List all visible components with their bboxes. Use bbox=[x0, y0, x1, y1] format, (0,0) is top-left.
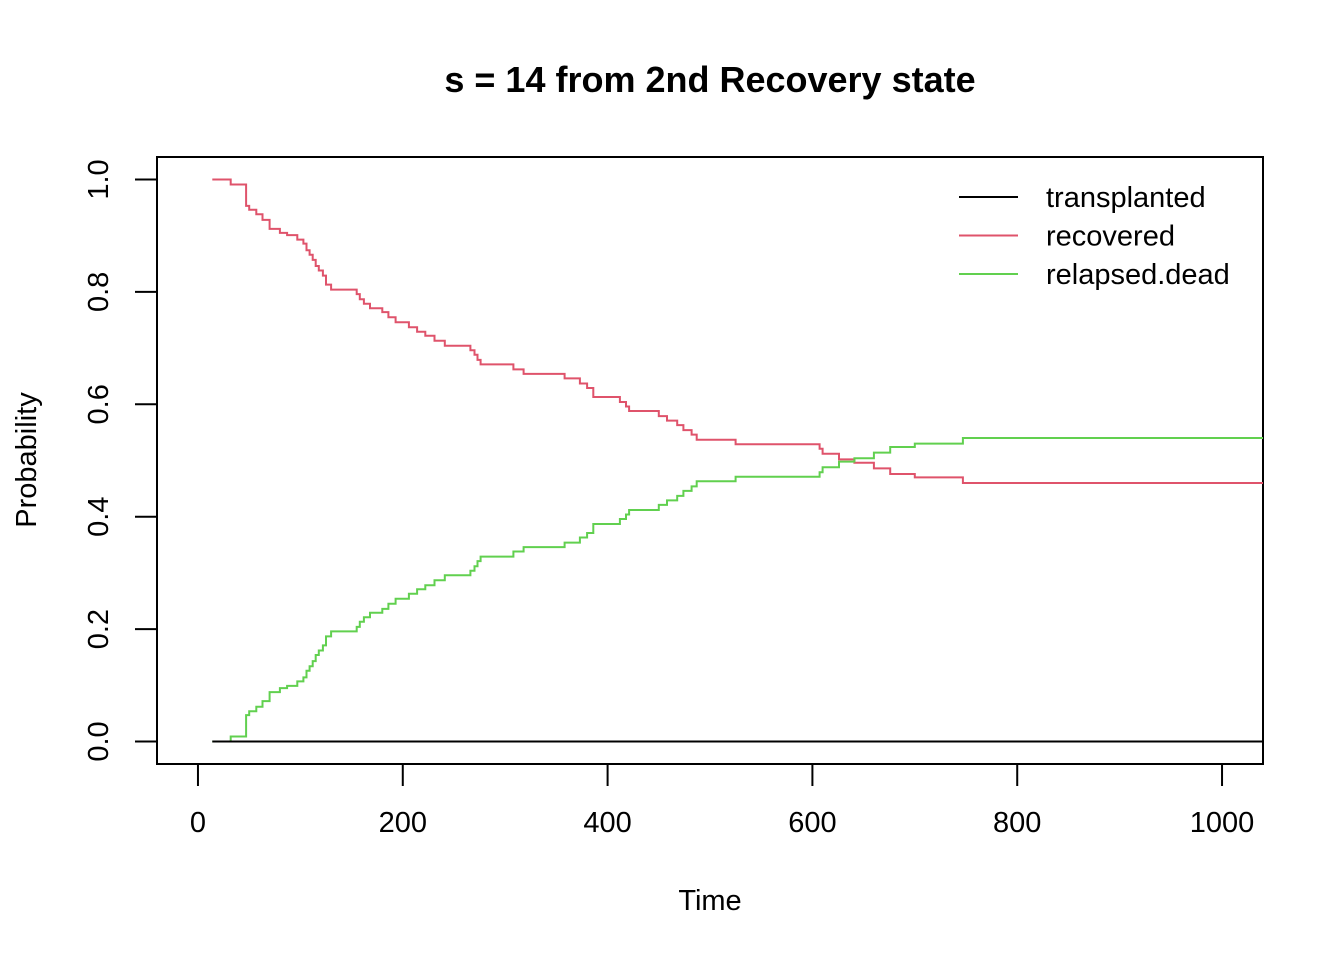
x-tick-label: 800 bbox=[993, 807, 1041, 839]
x-tick-label: 600 bbox=[788, 807, 836, 839]
y-tick-label: 1.0 bbox=[83, 159, 115, 199]
y-axis: 0.0 0.2 0.4 0.6 0.8 1.0 bbox=[83, 159, 158, 762]
x-tick-label: 400 bbox=[583, 807, 631, 839]
x-tick-label: 1000 bbox=[1190, 807, 1255, 839]
series-line-recovered bbox=[212, 178, 1263, 484]
series-layer bbox=[212, 178, 1263, 743]
legend: transplanted recovered relapsed.dead bbox=[959, 182, 1230, 291]
chart-title: s = 14 from 2nd Recovery state bbox=[444, 59, 975, 100]
y-tick-label: 0.2 bbox=[83, 609, 115, 649]
y-tick-label: 0.6 bbox=[83, 384, 115, 424]
series-line-relapsed-dead bbox=[212, 437, 1263, 743]
legend-label-relapsed-dead: relapsed.dead bbox=[1046, 259, 1230, 291]
x-axis: 0 200 400 600 800 1000 bbox=[190, 763, 1255, 839]
x-tick-label: 200 bbox=[379, 807, 427, 839]
legend-label-recovered: recovered bbox=[1046, 221, 1175, 253]
y-tick-label: 0.8 bbox=[83, 272, 115, 312]
legend-label-transplanted: transplanted bbox=[1046, 182, 1206, 214]
y-tick-label: 0.4 bbox=[83, 497, 115, 537]
y-tick-label: 0.0 bbox=[83, 721, 115, 761]
x-tick-label: 0 bbox=[190, 807, 206, 839]
y-axis-label: Probability bbox=[11, 392, 43, 528]
x-axis-label: Time bbox=[678, 885, 741, 917]
